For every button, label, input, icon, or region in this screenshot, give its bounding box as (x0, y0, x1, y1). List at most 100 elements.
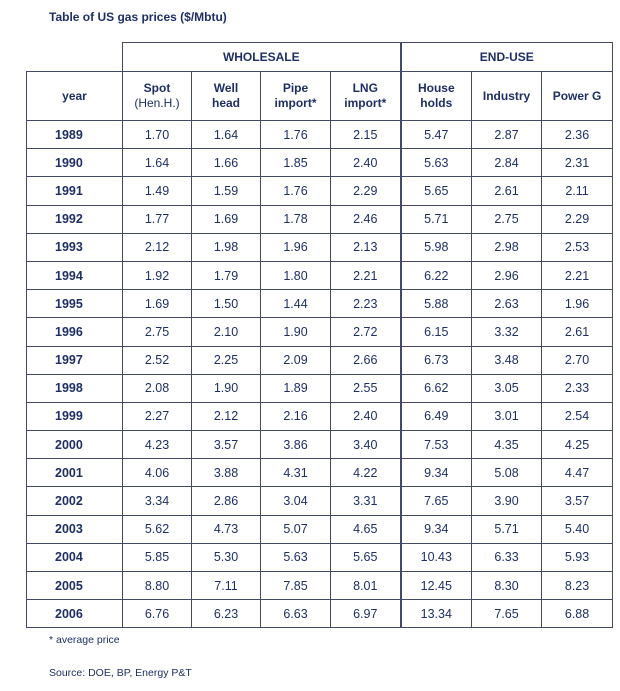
col-households-line2: holds (420, 96, 453, 110)
power-cell: 2.70 (541, 345, 614, 375)
households-cell: 12.45 (399, 570, 473, 601)
wellhead-cell: 7.11 (191, 570, 261, 601)
table-row: 1996 2.75 2.10 1.90 2.72 6.15 3.32 2.61 (26, 317, 614, 347)
households-cell: 6.73 (399, 345, 473, 375)
col-lng-line1: LNG (352, 81, 378, 95)
pipe-cell: 1.44 (260, 289, 331, 319)
spot-cell: 8.80 (122, 570, 192, 601)
table-row: 2003 5.62 4.73 5.07 4.65 9.34 5.71 5.40 (26, 514, 614, 544)
corner-cell (26, 42, 123, 72)
pipe-cell: 2.16 (260, 401, 331, 432)
year-cell: 2004 (26, 542, 123, 573)
year-cell: 1997 (26, 345, 123, 375)
year-cell: 1991 (26, 176, 123, 206)
year-cell: 1995 (26, 289, 123, 319)
year-cell: 1996 (26, 317, 123, 347)
wellhead-cell: 5.30 (191, 542, 261, 573)
table-row: 1999 2.27 2.12 2.16 2.40 6.49 3.01 2.54 (26, 401, 614, 432)
table-row: 2001 4.06 3.88 4.31 4.22 9.34 5.08 4.47 (26, 458, 614, 488)
table-row: 2000 4.23 3.57 3.86 3.40 7.53 4.35 4.25 (26, 430, 614, 460)
households-cell: 5.88 (399, 289, 473, 319)
spot-cell: 1.70 (122, 119, 192, 150)
lng-cell: 4.65 (329, 514, 402, 544)
households-cell: 7.53 (399, 430, 473, 460)
lng-cell: 2.13 (329, 232, 402, 262)
year-cell: 2005 (26, 570, 123, 601)
households-cell: 10.43 (399, 542, 473, 573)
spot-cell: 4.23 (122, 430, 192, 460)
year-cell: 2002 (26, 486, 123, 516)
power-cell: 5.40 (541, 514, 614, 544)
industry-cell: 3.01 (471, 401, 543, 432)
wellhead-cell: 4.73 (191, 514, 261, 544)
col-households: House holds (399, 71, 473, 121)
spot-cell: 3.34 (122, 486, 192, 516)
table-row: 1998 2.08 1.90 1.89 2.55 6.62 3.05 2.33 (26, 373, 614, 403)
industry-cell: 2.87 (471, 119, 543, 150)
group-wholesale: WHOLESALE (121, 42, 402, 72)
industry-cell: 2.61 (471, 176, 543, 206)
power-cell: 2.36 (541, 119, 614, 150)
spot-cell: 2.12 (122, 232, 192, 262)
power-cell: 2.21 (541, 260, 614, 291)
power-cell: 4.47 (541, 458, 614, 488)
pipe-cell: 5.63 (260, 542, 331, 573)
households-cell: 5.63 (399, 148, 473, 178)
wellhead-cell: 1.66 (191, 148, 261, 178)
wellhead-cell: 1.69 (191, 204, 261, 234)
pipe-cell: 7.85 (260, 570, 331, 601)
lng-cell: 2.55 (329, 373, 402, 403)
industry-cell: 5.08 (471, 458, 543, 488)
power-cell: 2.31 (541, 148, 614, 178)
lng-cell: 2.15 (329, 119, 402, 150)
industry-cell: 6.33 (471, 542, 543, 573)
industry-cell: 2.98 (471, 232, 543, 262)
lng-cell: 5.65 (329, 542, 402, 573)
year-cell: 2003 (26, 514, 123, 544)
table-row: 2004 5.85 5.30 5.63 5.65 10.43 6.33 5.93 (26, 542, 614, 573)
col-lng: LNG import* (329, 71, 402, 121)
spot-cell: 2.52 (122, 345, 192, 375)
lng-cell: 2.66 (329, 345, 402, 375)
year-cell: 2000 (26, 430, 123, 460)
gas-prices-table: WHOLESALE END-USE year Spot (Hen.H.) Wel… (26, 42, 614, 629)
wellhead-cell: 1.90 (191, 373, 261, 403)
column-header-row: year Spot (Hen.H.) Well head Pipe import… (26, 71, 614, 121)
col-power: Power G (541, 71, 614, 121)
lng-cell: 2.23 (329, 289, 402, 319)
wellhead-cell: 3.57 (191, 430, 261, 460)
industry-cell: 4.35 (471, 430, 543, 460)
industry-cell: 3.32 (471, 317, 543, 347)
pipe-cell: 3.86 (260, 430, 331, 460)
lng-cell: 2.72 (329, 317, 402, 347)
households-cell: 9.34 (399, 514, 473, 544)
pipe-cell: 1.76 (260, 119, 331, 150)
industry-cell: 3.48 (471, 345, 543, 375)
col-year: year (26, 71, 123, 121)
pipe-cell: 4.31 (260, 458, 331, 488)
power-cell: 8.23 (541, 570, 614, 601)
spot-cell: 1.77 (122, 204, 192, 234)
lng-cell: 2.40 (329, 148, 402, 178)
power-cell: 5.93 (541, 542, 614, 573)
year-cell: 1990 (26, 148, 123, 178)
year-cell: 2001 (26, 458, 123, 488)
pipe-cell: 2.09 (260, 345, 331, 375)
wellhead-cell: 3.88 (191, 458, 261, 488)
pipe-cell: 1.76 (260, 176, 331, 206)
spot-cell: 5.62 (122, 514, 192, 544)
households-cell: 5.65 (399, 176, 473, 206)
households-cell: 5.98 (399, 232, 473, 262)
wellhead-cell: 2.10 (191, 317, 261, 347)
col-pipe-line1: Pipe (282, 81, 309, 95)
households-cell: 9.34 (399, 458, 473, 488)
wellhead-cell: 2.25 (191, 345, 261, 375)
lng-cell: 2.40 (329, 401, 402, 432)
col-pipe: Pipe import* (260, 71, 331, 121)
source-note: Source: DOE, BP, Energy P&T (49, 667, 192, 679)
industry-cell: 3.90 (471, 486, 543, 516)
col-lng-line2: import* (344, 96, 387, 110)
industry-cell: 2.84 (471, 148, 543, 178)
year-cell: 1993 (26, 232, 123, 262)
lng-cell: 3.31 (329, 486, 402, 516)
